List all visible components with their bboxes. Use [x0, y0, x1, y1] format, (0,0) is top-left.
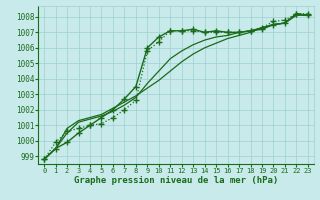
- X-axis label: Graphe pression niveau de la mer (hPa): Graphe pression niveau de la mer (hPa): [74, 176, 278, 185]
